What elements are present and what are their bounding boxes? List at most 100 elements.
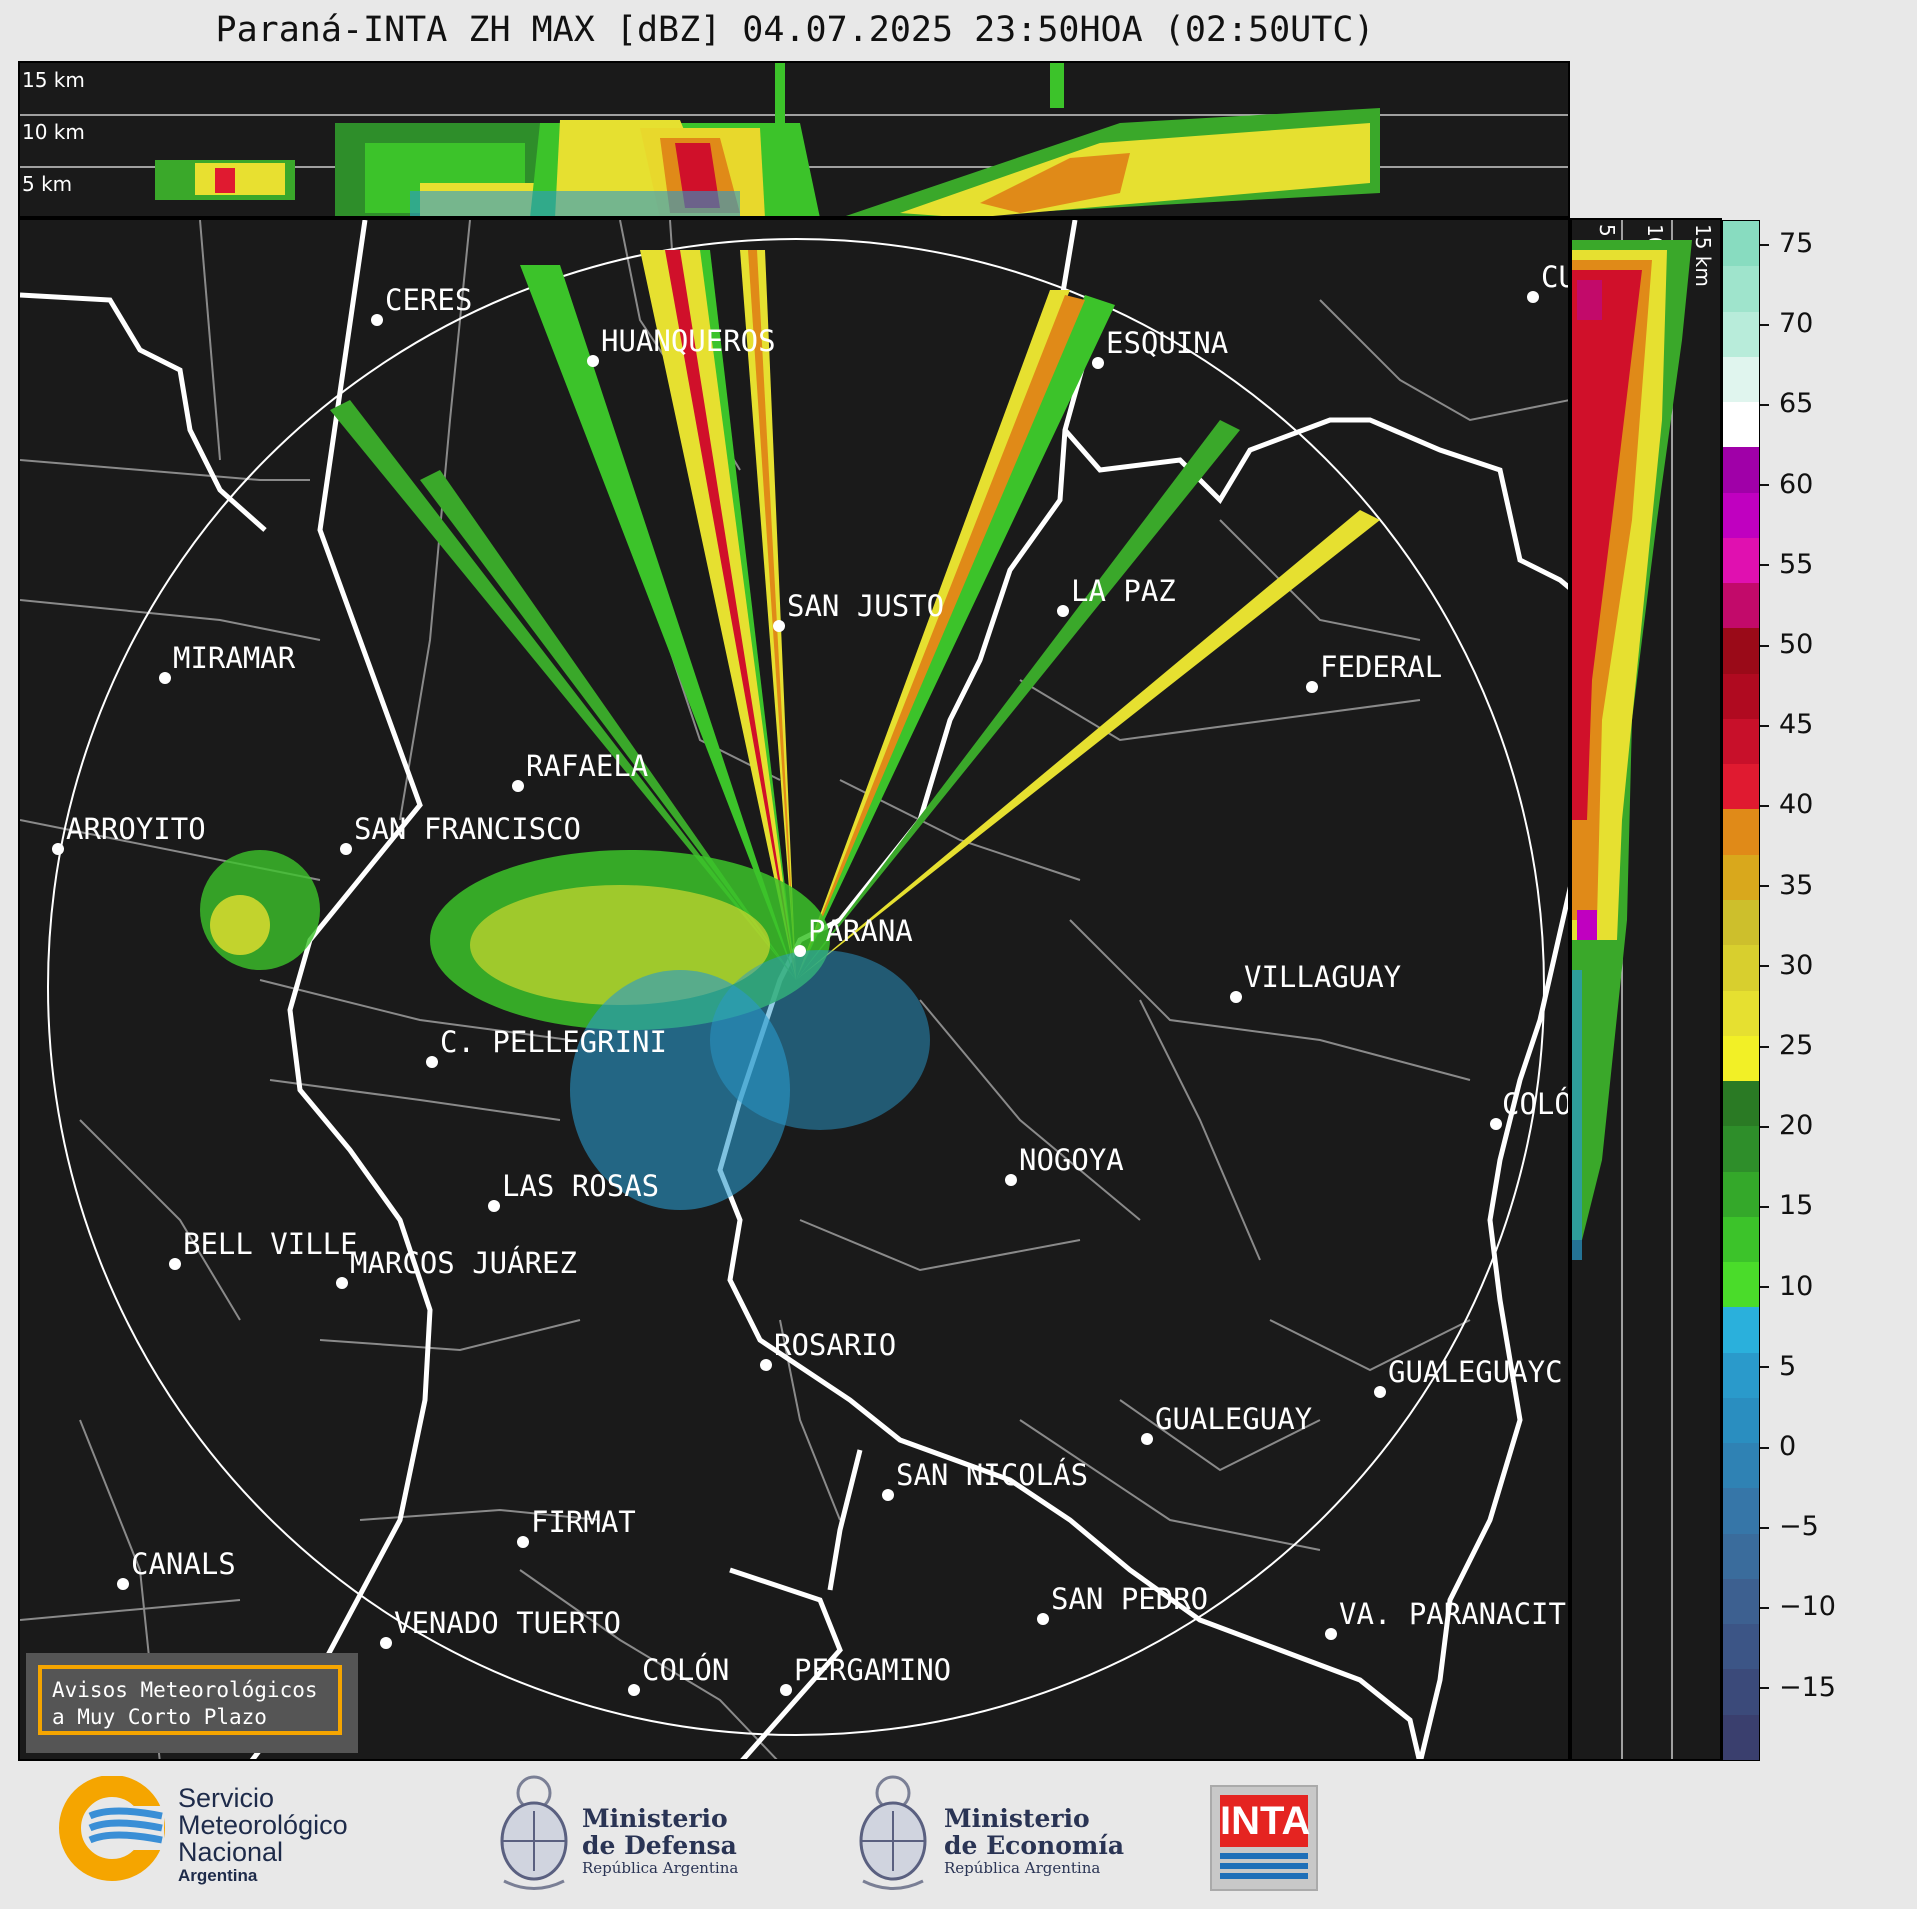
city-label: SAN NICOLÁS: [896, 1458, 1088, 1492]
inta-logo: INTA: [1210, 1785, 1318, 1891]
colorbar-segment: [1723, 1352, 1759, 1398]
colorbar-segment: [1723, 1171, 1759, 1217]
city-label: SAN FRANCISCO: [354, 812, 581, 846]
top-cross-section-panel: 15 km 10 km 5 km: [18, 61, 1570, 218]
colorbar-tick-label: 60: [1760, 469, 1813, 500]
city-markers: [52, 291, 1539, 1696]
colorbar-segment: [1723, 1216, 1759, 1263]
defensa-line-1: Ministerio: [582, 1804, 728, 1833]
colorbar-segment: [1723, 537, 1759, 584]
colorbar-tick-label: 10: [1760, 1271, 1813, 1302]
colorbar-segment: [1723, 1487, 1759, 1534]
defensa-line-2: de Defensa: [582, 1831, 737, 1860]
smn-line-4: Argentina: [178, 1866, 258, 1885]
city-label: NOGOYA: [1019, 1143, 1124, 1177]
dbz-colorbar: [1722, 220, 1760, 1761]
colorbar-tick-label: 35: [1760, 870, 1813, 901]
city-label: BELL VILLE: [183, 1227, 358, 1261]
colorbar-segment: [1723, 1397, 1759, 1444]
radar-map: CERES HUANQUEROS ESQUINA CU SAN JUSTO LA…: [20, 220, 1570, 1759]
colorbar-segment: [1723, 1080, 1759, 1127]
colorbar-tick-label: 50: [1760, 629, 1813, 660]
colorbar-tick-label: 30: [1760, 950, 1813, 981]
warning-line-1: Avisos Meteorológicos: [52, 1678, 318, 1702]
defensa-line-3: República Argentina: [582, 1859, 739, 1877]
colorbar-segment: [1723, 990, 1759, 1036]
top-cross-section-plot: 15 km 10 km 5 km: [20, 63, 1568, 216]
city-label: CANALS: [131, 1547, 236, 1581]
smn-line-1: Servicio: [178, 1783, 275, 1813]
city-label: C. PELLEGRINI: [440, 1025, 667, 1059]
city-label: LA PAZ: [1071, 574, 1176, 608]
smn-logo-icon: [59, 1776, 165, 1881]
colorbar-segment: [1723, 1125, 1759, 1172]
city-label: RAFAELA: [526, 749, 648, 783]
city-label: COLÓ: [1502, 1087, 1570, 1121]
km-label-15: 15 km: [22, 68, 85, 92]
city-label: ESQUINA: [1106, 326, 1228, 360]
economia-line-2: de Economía: [944, 1831, 1125, 1860]
colorbar-segment: [1723, 492, 1759, 538]
colorbar-segment: [1723, 899, 1759, 946]
city-label: GUALEGUAYC: [1388, 1355, 1563, 1389]
city-label: SAN JUSTO: [787, 589, 944, 623]
warning-label: Avisos Meteorológicos a Muy Corto Plazo: [38, 1665, 342, 1735]
footer-logos: Servicio Meteorológico Nacional Argentin…: [0, 1761, 1917, 1909]
colorbar-segment: [1723, 1035, 1759, 1082]
argentina-coat-of-arms-icon: [859, 1775, 927, 1890]
colorbar-segment: [1723, 220, 1759, 267]
km-label-15: 15 km: [1691, 224, 1715, 287]
city-label: FEDERAL: [1320, 650, 1442, 684]
page-title: Paraná-INTA ZH MAX [dBZ] 04.07.2025 23:5…: [215, 10, 1375, 50]
colorbar-tick-label: 15: [1760, 1190, 1813, 1221]
colorbar-tick-label: −10: [1760, 1591, 1836, 1622]
city-label: PERGAMINO: [794, 1653, 951, 1687]
economia-logo-text: Ministerio de Economía República Argenti…: [944, 1805, 1124, 1877]
colorbar-segment: [1723, 1261, 1759, 1308]
smn-logo-text: Servicio Meteorológico Nacional Argentin…: [178, 1785, 348, 1886]
city-label: ARROYITO: [66, 812, 206, 846]
city-label: VILLAGUAY: [1244, 960, 1401, 994]
colorbar-tick-label: 70: [1760, 308, 1813, 339]
colorbar-segment: [1723, 401, 1759, 448]
city-label: LAS ROSAS: [502, 1169, 659, 1203]
colorbar-tick-label: 0: [1760, 1431, 1796, 1462]
colorbar-tick-label: 20: [1760, 1110, 1813, 1141]
side-cross-section-plot: 5 km 10 km 15 km: [1572, 220, 1715, 1759]
colorbar-segment: [1723, 718, 1759, 765]
defensa-logo-text: Ministerio de Defensa República Argentin…: [582, 1805, 738, 1877]
echo-cross-section: [1572, 240, 1692, 1260]
inta-logo-text: INTA: [1220, 1795, 1310, 1847]
colorbar-segment: [1723, 1669, 1759, 1715]
argentina-coat-of-arms-icon: [500, 1775, 568, 1890]
side-cross-section-panel: 5 km 10 km 15 km: [1570, 218, 1722, 1761]
colorbar-tick-label: 45: [1760, 709, 1813, 740]
city-label: GUALEGUAY: [1155, 1402, 1312, 1436]
colorbar-segment: [1723, 1623, 1759, 1670]
colorbar-segment: [1723, 1578, 1759, 1625]
colorbar-tick-label: 25: [1760, 1030, 1813, 1061]
smn-line-2: Meteorológico: [178, 1810, 348, 1840]
city-label: COLÓN: [642, 1653, 729, 1687]
colorbar-segment: [1723, 265, 1759, 312]
city-label: FIRMAT: [531, 1505, 636, 1539]
radar-map-panel: CERES HUANQUEROS ESQUINA CU SAN JUSTO LA…: [18, 218, 1570, 1761]
city-label: VENADO TUERTO: [394, 1606, 621, 1640]
colorbar-segment: [1723, 1714, 1759, 1760]
city-label: PARANA: [808, 914, 913, 948]
economia-line-1: Ministerio: [944, 1804, 1090, 1833]
colorbar-segment: [1723, 808, 1759, 855]
department-boundaries: [20, 220, 1568, 1759]
city-label: MIRAMAR: [173, 641, 296, 675]
colorbar-segment: [1723, 582, 1759, 629]
city-label: MARCOS JUÁREZ: [350, 1246, 577, 1280]
km-label-10: 10 km: [22, 120, 85, 144]
city-label: HUANQUEROS: [601, 324, 776, 358]
reflectivity-echoes: [200, 250, 1380, 1210]
warning-box: Avisos Meteorológicos a Muy Corto Plazo: [26, 1653, 358, 1753]
colorbar-segment: [1723, 1442, 1759, 1489]
km-label-5: 5 km: [22, 172, 72, 196]
colorbar-segment: [1723, 356, 1759, 403]
colorbar-segment: [1723, 1533, 1759, 1579]
range-ring: [47, 238, 1545, 1736]
